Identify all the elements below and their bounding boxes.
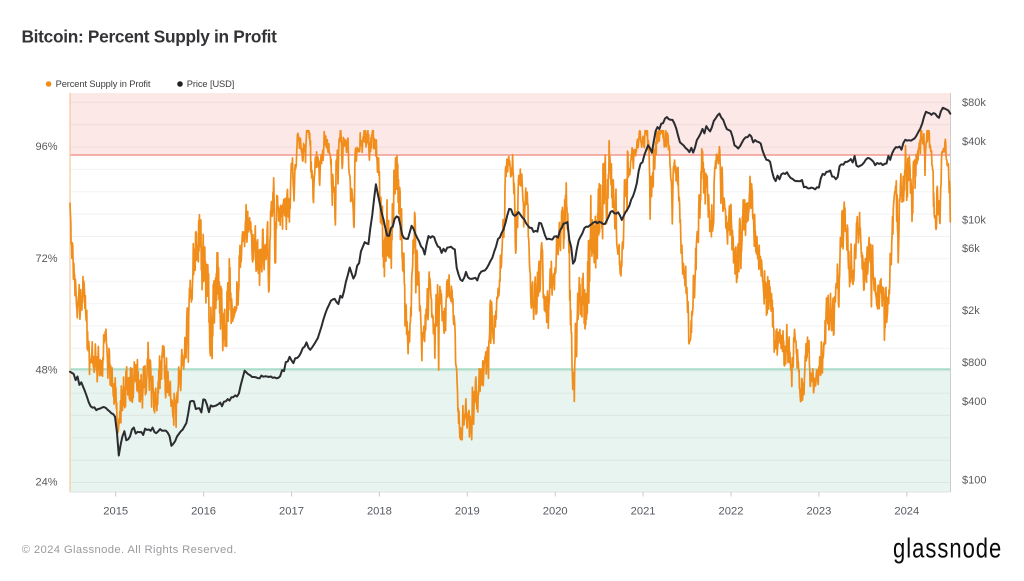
svg-text:$10k: $10k [962,214,986,226]
svg-text:72%: 72% [35,253,57,265]
svg-text:Bitcoin: Percent Supply in Pro: Bitcoin: Percent Supply in Profit [22,27,278,47]
svg-text:2019: 2019 [455,506,480,518]
svg-text:$40k: $40k [962,136,986,148]
svg-text:2022: 2022 [719,506,744,518]
svg-text:2016: 2016 [191,506,216,518]
svg-text:$100: $100 [962,474,986,486]
svg-text:© 2024 Glassnode. All Rights R: © 2024 Glassnode. All Rights Reserved. [22,544,237,556]
svg-text:2021: 2021 [631,506,656,518]
svg-text:$400: $400 [962,396,986,408]
svg-text:24%: 24% [35,477,57,489]
svg-text:2017: 2017 [279,506,304,518]
svg-text:$6k: $6k [962,243,980,255]
svg-text:2020: 2020 [543,506,568,518]
svg-text:$80k: $80k [962,97,986,109]
svg-text:96%: 96% [35,141,57,153]
svg-text:Price [USD]: Price [USD] [187,79,234,89]
svg-text:2024: 2024 [894,506,919,518]
svg-text:Percent Supply in Profit: Percent Supply in Profit [56,79,151,89]
svg-text:48%: 48% [35,365,57,377]
svg-text:$2k: $2k [962,305,980,317]
svg-text:2015: 2015 [103,506,128,518]
svg-text:2023: 2023 [806,506,831,518]
svg-text:2018: 2018 [367,506,392,518]
svg-text:$800: $800 [962,357,986,369]
svg-text:glassnode: glassnode [893,533,1002,564]
